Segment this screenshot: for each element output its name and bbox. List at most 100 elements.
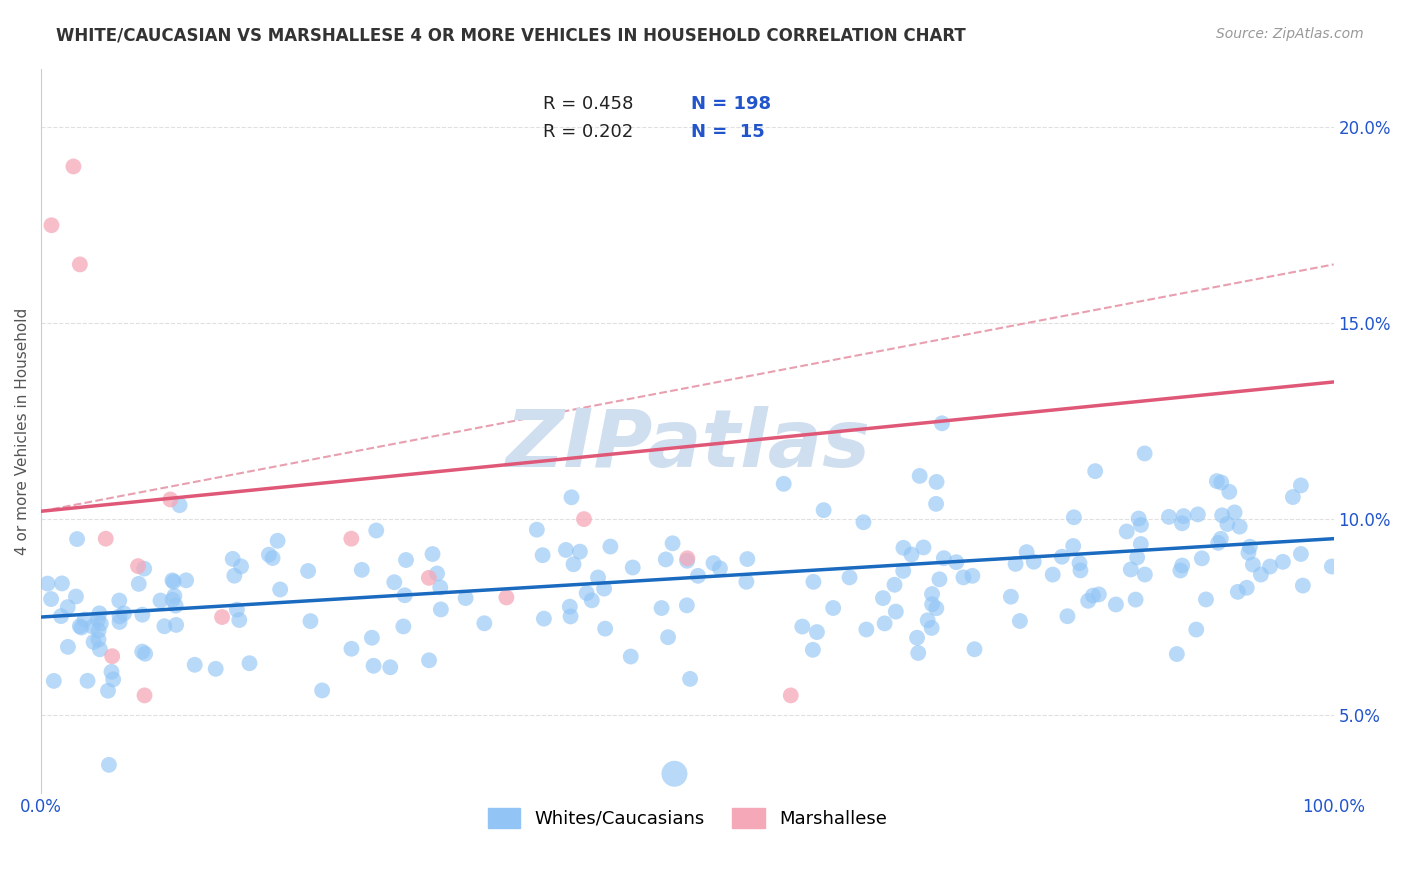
Point: [555, 543, 578, 558]
Point: [912, 541, 935, 555]
Point: [526, 523, 548, 537]
Point: [931, 417, 953, 431]
Point: [101, 673, 124, 687]
Point: [1115, 524, 1137, 539]
Point: [131, 607, 153, 622]
Point: [1205, 474, 1227, 488]
Point: [430, 602, 453, 616]
Point: [87, 624, 110, 638]
Point: [1171, 558, 1194, 573]
Point: [823, 601, 845, 615]
Point: [1258, 559, 1281, 574]
Point: [128, 577, 150, 591]
Point: [127, 559, 149, 574]
Point: [395, 553, 418, 567]
Point: [963, 642, 986, 657]
Point: [1105, 598, 1128, 612]
Point: [1088, 587, 1111, 601]
Point: [418, 571, 440, 585]
Point: [1050, 549, 1073, 564]
Point: [1042, 567, 1064, 582]
Text: R = 0.458: R = 0.458: [543, 95, 633, 113]
Point: [1289, 547, 1312, 561]
Point: [204, 662, 226, 676]
Point: [1195, 592, 1218, 607]
Point: [1133, 567, 1156, 582]
Point: [134, 689, 156, 703]
Point: [1173, 509, 1195, 524]
Point: [599, 540, 621, 554]
Point: [925, 475, 948, 489]
Point: [1084, 464, 1107, 478]
Point: [952, 570, 974, 584]
Point: [1271, 555, 1294, 569]
Point: [1209, 532, 1232, 546]
Point: [1063, 510, 1085, 524]
Point: [572, 512, 595, 526]
Point: [1185, 623, 1208, 637]
Point: [855, 623, 877, 637]
Point: [89, 607, 111, 621]
Point: [266, 533, 288, 548]
Point: [299, 614, 322, 628]
Point: [350, 563, 373, 577]
Point: [852, 515, 875, 529]
Point: [89, 642, 111, 657]
Point: [224, 568, 246, 582]
Point: [165, 618, 187, 632]
Legend: Whites/Caucasians, Marshallese: Whites/Caucasians, Marshallese: [481, 801, 894, 835]
Point: [1081, 589, 1104, 603]
Point: [1000, 590, 1022, 604]
Point: [174, 574, 197, 588]
Point: [676, 551, 699, 566]
Point: [56, 600, 79, 615]
Point: [340, 532, 363, 546]
Text: Source: ZipAtlas.com: Source: ZipAtlas.com: [1216, 27, 1364, 41]
Point: [1069, 556, 1091, 570]
Point: [562, 558, 585, 572]
Point: [1191, 551, 1213, 566]
Text: R = 0.202: R = 0.202: [543, 123, 633, 141]
Point: [76, 673, 98, 688]
Point: [100, 665, 122, 679]
Point: [1166, 647, 1188, 661]
Point: [1239, 540, 1261, 554]
Point: [62, 160, 84, 174]
Point: [838, 570, 860, 584]
Point: [37, 576, 59, 591]
Point: [1004, 557, 1026, 571]
Text: ZIPatlas: ZIPatlas: [505, 407, 870, 484]
Point: [97, 683, 120, 698]
Point: [702, 556, 724, 570]
Point: [269, 582, 291, 597]
Point: [97, 757, 120, 772]
Point: [257, 548, 280, 562]
Point: [1223, 505, 1246, 519]
Point: [1229, 519, 1251, 533]
Point: [679, 672, 702, 686]
Point: [69, 619, 91, 633]
Point: [560, 491, 582, 505]
Point: [1187, 508, 1209, 522]
Point: [1062, 539, 1084, 553]
Point: [183, 657, 205, 672]
Point: [1008, 614, 1031, 628]
Point: [792, 619, 814, 633]
Point: [162, 592, 184, 607]
Point: [962, 569, 984, 583]
Point: [366, 524, 388, 538]
Point: [108, 609, 131, 624]
Point: [165, 599, 187, 613]
Point: [558, 599, 581, 614]
Point: [907, 646, 929, 660]
Point: [593, 622, 616, 636]
Point: [676, 599, 699, 613]
Point: [222, 552, 245, 566]
Point: [162, 574, 184, 588]
Point: [169, 498, 191, 512]
Point: [621, 560, 644, 574]
Point: [153, 619, 176, 633]
Point: [392, 619, 415, 633]
Point: [657, 630, 679, 644]
Point: [149, 593, 172, 607]
